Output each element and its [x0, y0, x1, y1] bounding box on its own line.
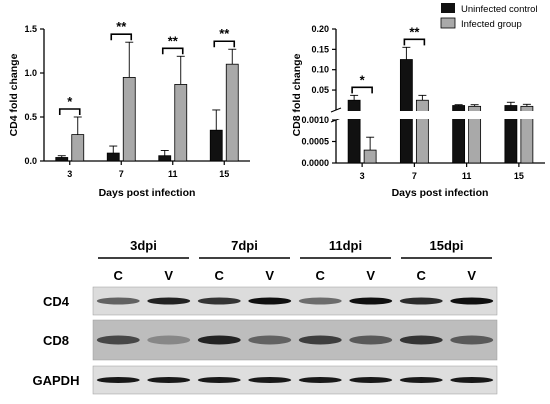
x-tick-label: 11	[462, 171, 472, 181]
legend-label-infected: Infected group	[461, 19, 522, 30]
blot-lane-label: V	[164, 268, 173, 283]
x-tick-label: 7	[119, 169, 124, 179]
blot-band	[349, 377, 393, 383]
x-tick-label: 3	[67, 169, 72, 179]
blot-row-label: CD4	[43, 294, 70, 309]
blot-band	[248, 377, 292, 383]
blot-band	[450, 377, 494, 383]
significance-label: **	[219, 26, 230, 41]
cd8-y-axis-label: CD8 fold change	[291, 53, 303, 136]
significance-label: **	[116, 19, 127, 34]
blot-band	[248, 335, 292, 345]
legend-swatch-uninfected	[441, 3, 455, 13]
cd4-y-axis-label: CD4 fold change	[8, 53, 20, 136]
legend-swatch-infected	[440, 17, 456, 29]
blot-band	[298, 377, 342, 383]
x-tick-label: 15	[514, 171, 524, 181]
y-tick-label: 0.10	[311, 65, 329, 75]
y-tick-label: 0.0	[24, 156, 37, 166]
x-tick-label: 7	[412, 171, 417, 181]
bar-control	[158, 155, 172, 162]
significance-bracket	[110, 33, 133, 41]
bar-infected	[415, 99, 429, 164]
y-tick-label: 0.5	[24, 112, 37, 122]
blot-band	[147, 377, 191, 383]
blot-band	[399, 377, 443, 383]
blot-band	[197, 335, 241, 345]
blot-lane-label: C	[417, 268, 427, 283]
blot-band	[96, 377, 140, 383]
x-tick-label: 3	[360, 171, 365, 181]
blot-lane-label: V	[467, 268, 476, 283]
blot-timepoint-label: 11dpi	[329, 238, 362, 253]
blot-timepoint-label: 7dpi	[231, 238, 258, 253]
bar-control	[347, 99, 361, 164]
blot-timepoint-label: 3dpi	[130, 238, 157, 253]
bar-infected	[122, 77, 136, 162]
significance-bracket	[213, 40, 236, 48]
significance-label: **	[409, 24, 420, 39]
blot-band	[399, 335, 443, 345]
significance-bracket	[351, 86, 373, 94]
cd8-x-axis-label: Days post infection	[392, 187, 489, 199]
blot-timepoint-label: 15dpi	[430, 238, 464, 253]
cd4-chart: 0.00.51.01.5 3 7 11 15 ***** ** CD4 fold cha…	[8, 19, 250, 199]
blot-band	[298, 297, 342, 305]
significance-bracket	[58, 108, 81, 115]
y-tick-label: 0.0005	[301, 137, 329, 147]
blot-band	[197, 297, 241, 305]
significance-bracket	[403, 38, 426, 46]
bar-infected	[174, 84, 188, 162]
y-tick-label: 0.15	[311, 44, 329, 54]
significance-label: **	[168, 33, 179, 48]
cd8-chart: 0.0000 0.0005 0.0010 0.05 0.10 0.15 0.20 3 7 11 1…	[291, 3, 545, 199]
blot-lane-label: V	[366, 268, 375, 283]
bar-infected	[363, 149, 377, 164]
blot-band	[349, 297, 393, 305]
significance-bracket	[161, 47, 184, 55]
blot-band	[96, 335, 140, 345]
blot-row-label: CD8	[43, 333, 69, 348]
cd8-axis-break-mark	[330, 107, 342, 113]
y-tick-label: 0.05	[311, 85, 329, 95]
y-tick-label: 0.0010	[301, 115, 329, 125]
bar-control	[209, 129, 223, 162]
blot-band	[147, 335, 191, 345]
blot-lane-label: C	[114, 268, 124, 283]
blot-band	[399, 297, 443, 305]
y-tick-label: 0.20	[311, 24, 329, 34]
bar-control	[55, 157, 69, 162]
blot-band	[450, 335, 494, 345]
significance-label: *	[360, 72, 366, 87]
axis-break-gap	[337, 111, 545, 119]
blot-lane-label: V	[265, 268, 274, 283]
blot-band	[197, 377, 241, 383]
bar-infected	[71, 134, 85, 162]
significance-label: *	[67, 94, 73, 109]
y-tick-label: 0.0000	[301, 158, 329, 168]
blot-band	[450, 297, 494, 305]
x-tick-label: 15	[219, 169, 229, 179]
x-tick-label: 11	[168, 169, 178, 179]
blot-row-label: GAPDH	[33, 373, 80, 388]
y-tick-label: 1.5	[24, 24, 37, 34]
blot-band	[248, 297, 292, 305]
legend-label-uninfected: Uninfected control	[461, 4, 538, 15]
y-tick-label: 1.0	[24, 68, 37, 78]
cd4-x-axis-label: Days post infection	[99, 187, 196, 199]
blot-band	[298, 335, 342, 345]
blot-lane-label: C	[316, 268, 326, 283]
bar-infected	[225, 63, 239, 162]
blot-band	[147, 297, 191, 305]
blot-band	[349, 335, 393, 345]
blot-band	[96, 297, 140, 305]
blot-lane-label: C	[215, 268, 225, 283]
bar-control	[106, 152, 120, 162]
